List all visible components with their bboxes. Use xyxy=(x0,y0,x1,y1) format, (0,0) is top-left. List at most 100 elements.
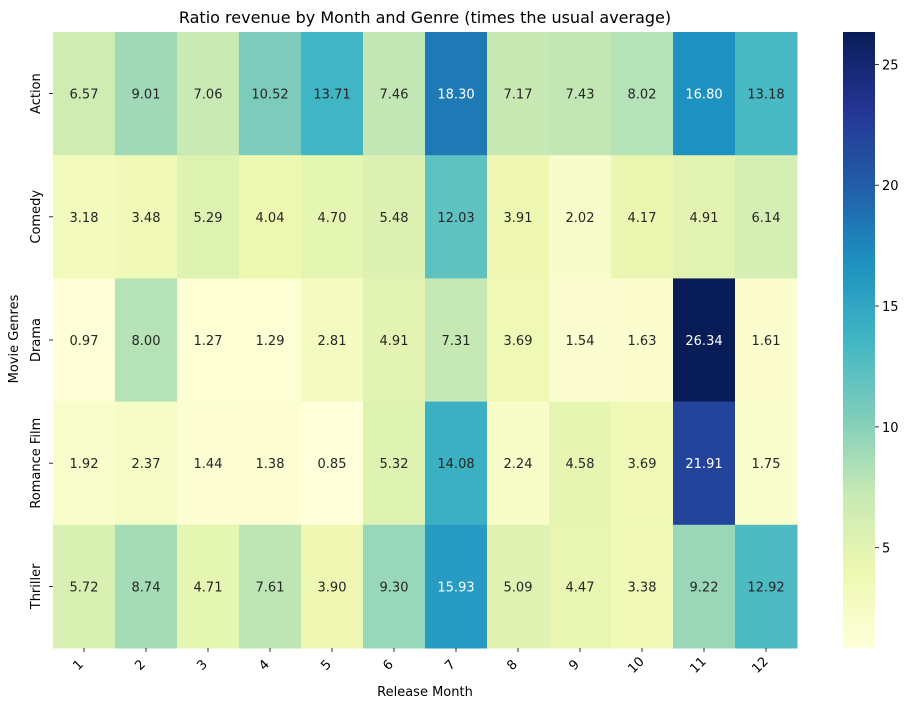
y-tick-label: Action xyxy=(29,73,44,114)
heatmap-cell xyxy=(115,401,178,526)
cell-value-label: 6.57 xyxy=(70,88,99,103)
cell-value-label: 5.48 xyxy=(380,211,409,226)
y-tick-label: Comedy xyxy=(29,190,44,244)
heatmap-cell xyxy=(239,32,302,156)
cell-value-label: 1.29 xyxy=(256,334,285,349)
heatmap-cell xyxy=(301,155,364,279)
cell-value-label: 3.91 xyxy=(504,211,533,226)
heatmap-cell xyxy=(673,278,736,403)
x-tick-label: 10 xyxy=(625,654,647,676)
heatmap-cell xyxy=(673,401,736,526)
cell-value-label: 5.72 xyxy=(70,580,99,595)
x-axis-ticks: 1 2 3 4 5 6 7 8 9 10 11 12 xyxy=(70,648,772,677)
heatmap-cell xyxy=(673,32,736,156)
cell-value-label: 13.71 xyxy=(313,88,350,103)
x-tick-label: 4 xyxy=(256,657,272,673)
heatmap-cell xyxy=(301,401,364,526)
cell-value-label: 16.80 xyxy=(685,88,722,103)
heatmap-cell xyxy=(177,278,240,403)
heatmap-cell xyxy=(239,401,302,526)
heatmap-cell xyxy=(301,278,364,403)
x-tick-label: 12 xyxy=(749,654,771,676)
heatmap-cell xyxy=(735,155,798,279)
cell-value-label: 10.52 xyxy=(251,88,288,103)
x-tick-label: 9 xyxy=(566,657,582,673)
heatmap-cell xyxy=(611,524,674,649)
cell-value-label: 7.46 xyxy=(380,88,409,103)
cell-value-label: 1.38 xyxy=(256,457,285,472)
heatmap-cell xyxy=(115,32,178,156)
colorbar-tick-label: 10 xyxy=(882,421,899,436)
y-axis-title: Movie Genres xyxy=(7,294,22,383)
cell-value-label: 4.91 xyxy=(690,211,719,226)
cell-value-label: 2.37 xyxy=(132,457,161,472)
heatmap-cell xyxy=(115,155,178,279)
heatmap-cell xyxy=(115,524,178,649)
heatmap-cell xyxy=(363,278,426,403)
cell-value-label: 14.08 xyxy=(437,457,474,472)
cell-value-label: 1.75 xyxy=(752,457,781,472)
heatmap-cell xyxy=(425,401,488,526)
colorbar-tick-label: 25 xyxy=(882,58,899,73)
heatmap-cell xyxy=(735,524,798,649)
cell-value-label: 4.47 xyxy=(566,580,595,595)
y-tick-label: Drama xyxy=(29,318,44,362)
cell-value-label: 3.69 xyxy=(628,457,657,472)
x-tick-label: 6 xyxy=(380,657,396,673)
cell-value-label: 1.54 xyxy=(566,334,595,349)
colorbar-tick-label: 15 xyxy=(882,300,899,315)
colorbar-ticks: 5 10 15 20 25 xyxy=(875,58,899,557)
heatmap-cell xyxy=(487,401,550,526)
heatmap-cell xyxy=(549,155,612,279)
heatmap-cell xyxy=(363,155,426,279)
cell-value-label: 4.04 xyxy=(256,211,285,226)
x-tick-label: 3 xyxy=(194,657,210,673)
colorbar: 5 10 15 20 25 xyxy=(843,32,899,648)
cell-value-label: 7.43 xyxy=(566,88,595,103)
heatmap-cell xyxy=(115,278,178,403)
cell-value-label: 0.97 xyxy=(70,334,99,349)
heatmap-cell xyxy=(735,32,798,156)
cell-value-label: 5.32 xyxy=(380,457,409,472)
cell-value-label: 4.71 xyxy=(194,580,223,595)
x-tick-label: 7 xyxy=(442,657,458,673)
heatmap-cell xyxy=(549,278,612,403)
heatmap-cell xyxy=(487,524,550,649)
heatmap-cell xyxy=(611,155,674,279)
cell-value-label: 9.01 xyxy=(132,88,161,103)
x-tick-label: 2 xyxy=(132,657,148,673)
heatmap-cell xyxy=(673,524,736,649)
heatmap-cell xyxy=(425,32,488,156)
y-tick-label: Thriller xyxy=(29,563,44,610)
heatmap-cell xyxy=(487,32,550,156)
y-tick-label: Romance Film xyxy=(29,418,44,509)
x-tick-label: 11 xyxy=(687,654,709,676)
cell-value-label: 6.14 xyxy=(752,211,781,226)
cell-value-label: 9.30 xyxy=(380,580,409,595)
cell-value-label: 12.92 xyxy=(747,580,784,595)
heatmap-cell xyxy=(735,278,798,403)
cell-value-label: 7.61 xyxy=(256,580,285,595)
chart-title: Ratio revenue by Month and Genre (times … xyxy=(179,8,671,27)
heatmap-cell xyxy=(425,155,488,279)
heatmap-cell xyxy=(611,32,674,156)
cell-value-label: 18.30 xyxy=(437,88,474,103)
heatmap-cell xyxy=(735,401,798,526)
heatmap-cell xyxy=(673,155,736,279)
cell-value-label: 7.06 xyxy=(194,88,223,103)
cell-value-label: 3.69 xyxy=(504,334,533,349)
cell-value-label: 7.17 xyxy=(504,88,533,103)
heatmap-cell xyxy=(177,401,240,526)
heatmap-cell xyxy=(53,278,116,403)
y-axis-ticks: Action Comedy Drama Romance Film Thriller xyxy=(29,73,53,610)
cell-value-label: 4.91 xyxy=(380,334,409,349)
heatmap-cell xyxy=(53,524,116,649)
colorbar-gradient xyxy=(843,32,875,648)
heatmap-cell xyxy=(363,401,426,526)
x-axis-title: Release Month xyxy=(377,685,473,700)
cell-value-label: 15.93 xyxy=(437,580,474,595)
heatmap-cell xyxy=(549,32,612,156)
heatmap-cell xyxy=(363,32,426,156)
heatmap-cell xyxy=(239,155,302,279)
heatmap-cell xyxy=(177,32,240,156)
